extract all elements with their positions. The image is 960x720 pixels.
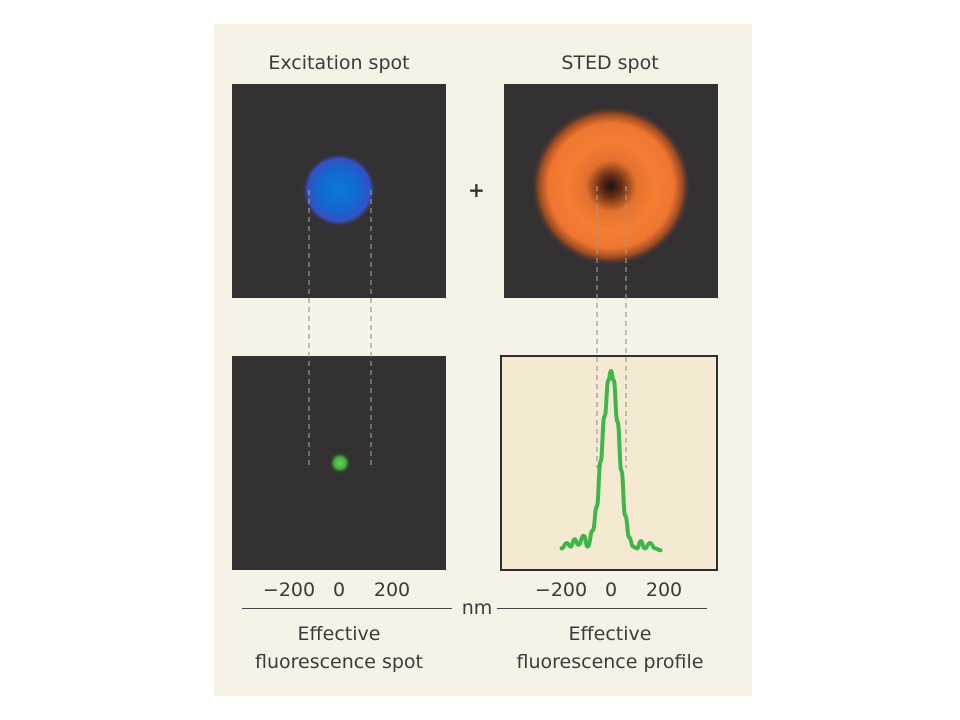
fluorescence-profile-line — [559, 369, 663, 553]
effective-spot — [329, 452, 351, 474]
profile-plot-frame — [500, 355, 718, 571]
sted-title: STED spot — [561, 52, 659, 74]
tick-left-200: 200 — [373, 579, 411, 601]
caption-right-line2: fluorescence profile — [516, 651, 704, 673]
tick-right-200: 200 — [645, 579, 683, 601]
caption-right: Effective fluorescence profile — [480, 620, 740, 676]
tick-right-neg200: −200 — [534, 579, 588, 601]
caption-right-line1: Effective — [568, 623, 652, 645]
caption-left-line2: fluorescence spot — [254, 651, 423, 673]
axis-rule-right — [497, 608, 707, 609]
excitation-spot — [302, 153, 376, 227]
plus-sign: + — [468, 178, 485, 202]
tick-right-0: 0 — [604, 579, 618, 601]
caption-left-line1: Effective — [297, 623, 381, 645]
tick-left-neg200: −200 — [262, 579, 316, 601]
axis-rule-left — [242, 608, 452, 609]
axis-unit-label: nm — [461, 597, 493, 619]
sted-donut — [531, 106, 691, 266]
tick-left-0: 0 — [332, 579, 346, 601]
excitation-title: Excitation spot — [268, 52, 410, 74]
caption-left: Effective fluorescence spot — [209, 620, 469, 676]
